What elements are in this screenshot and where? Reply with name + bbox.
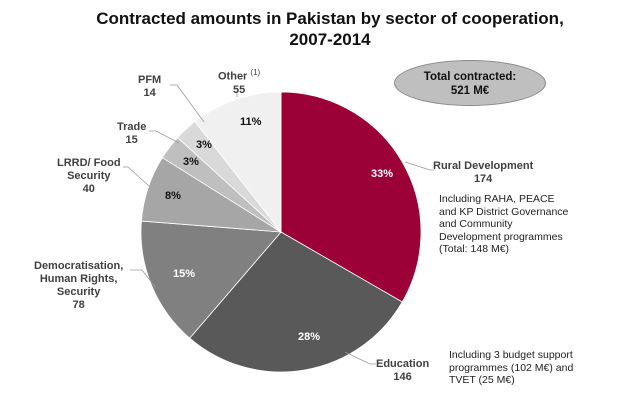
label-lrrd: LRRD/ Food Security 40 xyxy=(57,157,121,196)
leader-lines xyxy=(123,84,434,365)
leader-line-lrrd xyxy=(123,166,150,187)
label-education: Education 146 xyxy=(376,358,429,384)
label-pfm-value: 14 xyxy=(143,87,156,99)
pct-label-education: 28% xyxy=(298,331,321,343)
footnote-marker: (1) xyxy=(250,68,261,77)
leader-line-democratisation xyxy=(130,269,157,289)
pie-slice-education xyxy=(189,231,403,373)
note-rural-line: (Total: 148 M€) xyxy=(439,243,510,255)
leader-line-pfm xyxy=(170,84,205,123)
label-lrrd-value: 40 xyxy=(82,183,95,195)
label-pfm: PFM 14 xyxy=(138,74,161,100)
leader-line-rural xyxy=(404,161,434,171)
label-other: Other (1) 55 xyxy=(218,66,260,97)
pct-label-rural: 33% xyxy=(371,168,394,180)
label-rural: Rural Development 174 xyxy=(433,160,533,186)
note-education-line: programmes (102 M€) and xyxy=(449,361,574,374)
label-education-value: 146 xyxy=(393,371,412,383)
note-rural-line: and KP District Governance xyxy=(439,205,569,218)
pct-label-pfm: 3% xyxy=(196,139,212,151)
label-trade-name: Trade xyxy=(117,121,147,133)
label-trade: Trade 15 xyxy=(117,121,146,147)
leader-line-education xyxy=(344,351,376,365)
label-other-text: Other xyxy=(218,70,248,83)
note-education-line: TVET (25 M€) xyxy=(449,374,515,386)
note-rural-line: Development programmes xyxy=(439,230,563,243)
label-education-name: Education xyxy=(376,358,430,370)
label-dem-line1: Democratisation, xyxy=(34,260,124,272)
pct-label-lrrd: 8% xyxy=(165,190,181,202)
label-rural-value: 174 xyxy=(473,173,493,185)
label-trade-value: 15 xyxy=(125,134,138,146)
label-dem-line2: Human Rights, xyxy=(39,273,118,285)
note-rural-line: Including RAHA, PEACE xyxy=(439,193,555,205)
pie-slice-democratisation-human-rights-security xyxy=(140,220,282,339)
label-pfm-name: PFM xyxy=(138,74,162,86)
label-other-value: 55 xyxy=(232,83,246,96)
note-rural: Including RAHA, PEACE and KP District Go… xyxy=(439,193,568,256)
label-other-name: Other (1) xyxy=(218,66,260,84)
pie-slice-other xyxy=(194,91,282,234)
label-dem-line3: Security xyxy=(56,286,101,298)
label-dem-value: 78 xyxy=(72,299,85,311)
pct-label-trade: 3% xyxy=(183,156,199,168)
note-rural-line: and Community xyxy=(439,218,513,230)
pct-label-other: 11% xyxy=(240,116,262,128)
chart-title: Contracted amounts in Pakistan by sector… xyxy=(96,9,564,49)
pct-label-democratisation: 15% xyxy=(173,268,196,280)
note-education: Including 3 budget support programmes (1… xyxy=(449,349,573,387)
label-lrrd-line1: LRRD/ Food xyxy=(57,157,121,169)
label-lrrd-line2: Security xyxy=(67,170,111,182)
label-democratisation: Democratisation, Human Rights, Security … xyxy=(34,260,123,312)
total-contracted-badge: Total contracted: 521 M€ xyxy=(394,60,546,106)
leader-line-trade xyxy=(149,130,180,144)
label-rural-name: Rural Development xyxy=(433,160,534,172)
pie-slice-rural-development xyxy=(280,91,422,303)
total-label: Total contracted: xyxy=(423,71,517,83)
note-education-line: Including 3 budget support xyxy=(449,349,573,361)
total-value: 521 M€ xyxy=(450,85,490,97)
